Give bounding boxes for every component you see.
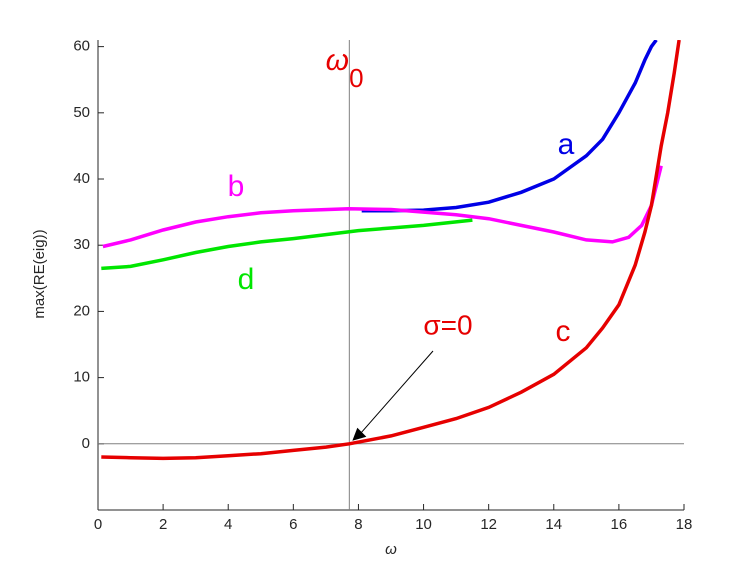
x-tick-label: 14 [545, 516, 562, 533]
annotation-label: σ=0 [423, 309, 472, 340]
x-tick-label: 6 [289, 516, 297, 533]
line-series [102, 165, 663, 249]
y-axis-label: max(RE(eig)) [31, 229, 48, 318]
line-series [101, 218, 473, 271]
x-tick-label: 4 [224, 516, 232, 533]
x-tick-label: 16 [611, 516, 628, 533]
series-label: b [228, 170, 245, 203]
series-label: a [558, 128, 575, 161]
y-tick-label: 20 [73, 302, 90, 319]
x-tick-label: 18 [676, 516, 693, 533]
y-tick-label: 60 [73, 38, 90, 55]
x-tick-label: 2 [159, 516, 167, 533]
arrow-head [352, 427, 367, 441]
series-label: d [238, 263, 255, 296]
plot-area [101, 40, 681, 461]
y-tick-label: 0 [82, 435, 90, 452]
series-label: c [556, 315, 571, 348]
annotation-label: ω [326, 44, 349, 77]
annotation-arrow [358, 350, 434, 436]
line-series [361, 40, 658, 213]
x-tick-label: 0 [94, 516, 102, 533]
y-tick-label: 40 [73, 170, 90, 187]
x-tick-label: 8 [354, 516, 362, 533]
y-tick-label: 50 [73, 104, 90, 121]
x-tick-label: 12 [480, 516, 497, 533]
y-tick-label: 30 [73, 236, 90, 253]
x-axis-label: ω [385, 541, 397, 558]
x-tick-label: 10 [415, 516, 432, 533]
y-tick-label: 10 [73, 369, 90, 386]
annotation-subscript: 0 [349, 63, 363, 93]
line-series [101, 40, 681, 461]
